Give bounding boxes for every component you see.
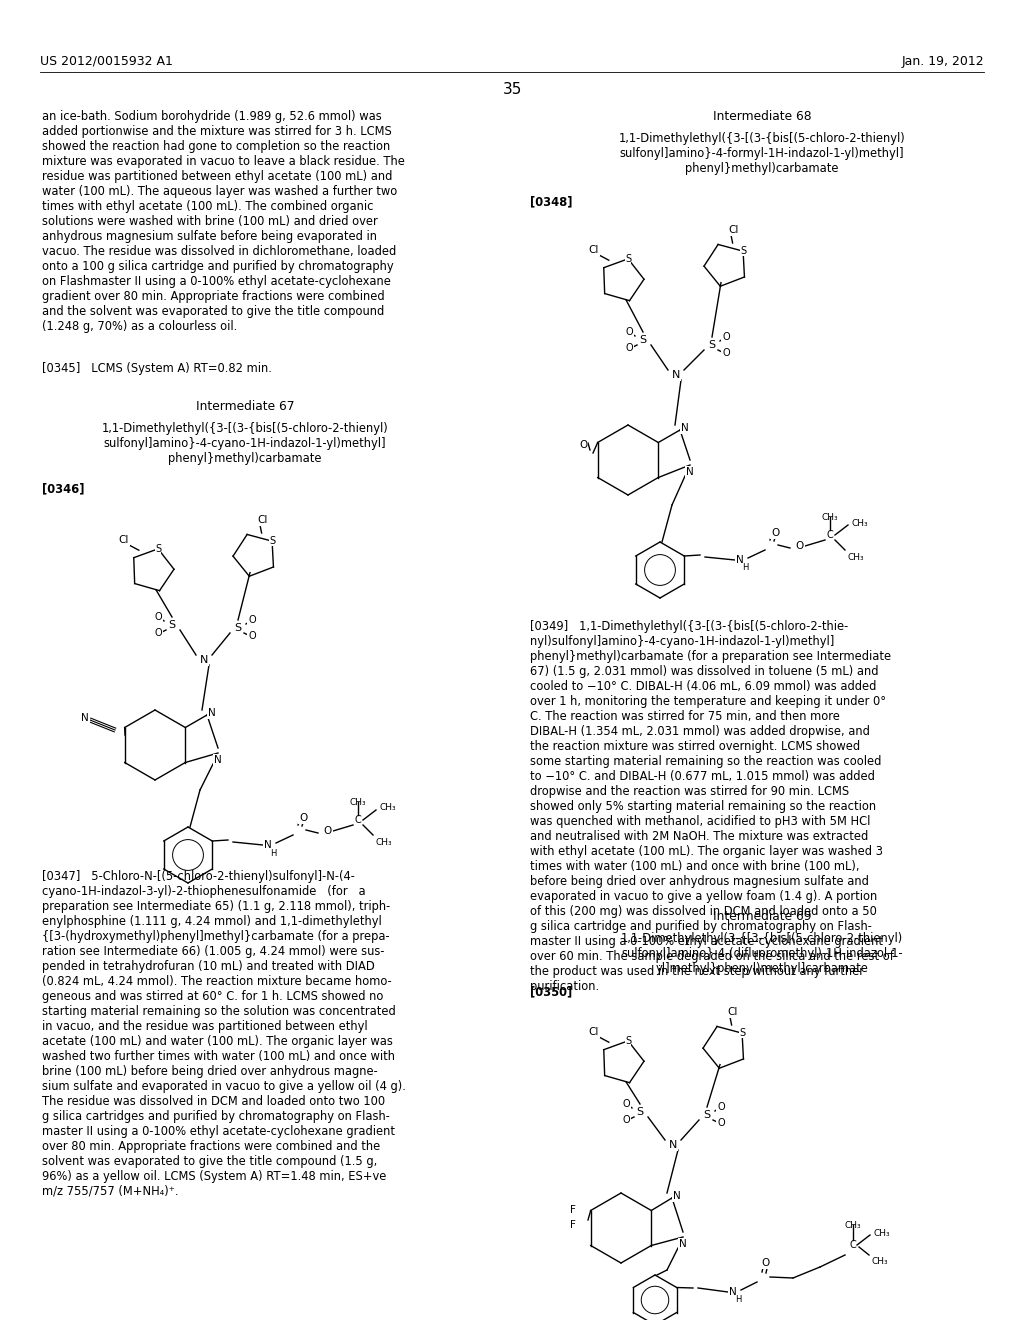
Text: S: S xyxy=(625,253,631,264)
Text: N: N xyxy=(736,554,743,565)
Text: O: O xyxy=(155,612,162,622)
Text: O: O xyxy=(626,343,633,352)
Text: Cl: Cl xyxy=(119,535,129,545)
Text: N: N xyxy=(686,467,694,477)
Text: Cl: Cl xyxy=(258,515,268,525)
Text: N: N xyxy=(214,755,222,766)
Text: O: O xyxy=(717,1102,725,1111)
Text: O: O xyxy=(623,1100,630,1109)
Text: O: O xyxy=(796,541,804,550)
Text: O: O xyxy=(717,1118,725,1129)
Text: N: N xyxy=(81,713,89,723)
Text: O: O xyxy=(722,348,730,358)
Text: Intermediate 67: Intermediate 67 xyxy=(196,400,294,413)
Text: N: N xyxy=(679,1239,687,1249)
Text: [0345]   LCMS (System A) RT=0.82 min.: [0345] LCMS (System A) RT=0.82 min. xyxy=(42,362,272,375)
Text: CH₃: CH₃ xyxy=(380,804,396,813)
Text: [0347]   5-Chloro-N-[(5-chloro-2-thienyl)sulfonyl]-N-(4-
cyano-1H-indazol-3-yl)-: [0347] 5-Chloro-N-[(5-chloro-2-thienyl)s… xyxy=(42,870,406,1199)
Text: Cl: Cl xyxy=(728,1007,738,1016)
Text: S: S xyxy=(637,1107,643,1117)
Text: 1,1-Dimethylethyl({3-[(3-{bis[(5-chloro-2-thienyl)
sulfonyl]amino}-4-formyl-1H-i: 1,1-Dimethylethyl({3-[(3-{bis[(5-chloro-… xyxy=(618,132,905,176)
Text: H: H xyxy=(269,849,276,858)
Text: CH₃: CH₃ xyxy=(873,1229,890,1238)
Text: Cl: Cl xyxy=(589,246,599,255)
Text: S: S xyxy=(740,246,746,256)
Text: S: S xyxy=(234,623,242,634)
Text: F: F xyxy=(570,1205,575,1214)
Text: C: C xyxy=(354,814,361,825)
Text: H: H xyxy=(735,1295,741,1304)
Text: S: S xyxy=(168,620,175,630)
Text: N: N xyxy=(264,840,272,850)
Text: CH₃: CH₃ xyxy=(821,513,839,521)
Text: N: N xyxy=(669,1140,677,1150)
Text: S: S xyxy=(269,536,275,546)
Text: S: S xyxy=(155,544,161,554)
Text: O: O xyxy=(771,528,779,539)
Text: Cl: Cl xyxy=(729,224,739,235)
Text: [0350]: [0350] xyxy=(530,985,572,998)
Text: CH₃: CH₃ xyxy=(349,799,367,807)
Text: Jan. 19, 2012: Jan. 19, 2012 xyxy=(901,55,984,69)
Text: CH₃: CH₃ xyxy=(845,1221,861,1230)
Text: O: O xyxy=(623,1115,630,1125)
Text: C: C xyxy=(826,531,834,540)
Text: S: S xyxy=(625,1036,631,1045)
Text: O: O xyxy=(155,628,162,638)
Text: [0349]   1,1-Dimethylethyl({3-[(3-{bis[(5-chloro-2-thie-
nyl)sulfonyl]amino}-4-c: [0349] 1,1-Dimethylethyl({3-[(3-{bis[(5-… xyxy=(530,620,894,993)
Text: O: O xyxy=(324,826,332,836)
Text: O: O xyxy=(579,440,587,450)
Text: N: N xyxy=(729,1287,737,1298)
Text: O: O xyxy=(248,631,256,642)
Text: CH₃: CH₃ xyxy=(848,553,864,562)
Text: Intermediate 69: Intermediate 69 xyxy=(713,909,811,923)
Text: O: O xyxy=(626,327,633,337)
Text: H: H xyxy=(741,564,749,573)
Text: Intermediate 68: Intermediate 68 xyxy=(713,110,811,123)
Text: CH₃: CH₃ xyxy=(376,838,392,847)
Text: N: N xyxy=(672,370,680,380)
Text: S: S xyxy=(709,341,716,350)
Text: Cl: Cl xyxy=(589,1027,599,1038)
Text: CH₃: CH₃ xyxy=(872,1257,889,1266)
Text: 1,1-Dimethylethyl({3-[(3-{bis[(5-chloro-2-thienyl)
sulfonyl]amino}-4-cyano-1H-in: 1,1-Dimethylethyl({3-[(3-{bis[(5-chloro-… xyxy=(101,422,388,465)
Text: S: S xyxy=(703,1110,711,1119)
Text: N: N xyxy=(200,655,208,665)
Text: 35: 35 xyxy=(503,82,521,96)
Text: S: S xyxy=(739,1028,745,1038)
Text: an ice-bath. Sodium borohydride (1.989 g, 52.6 mmol) was
added portionwise and t: an ice-bath. Sodium borohydride (1.989 g… xyxy=(42,110,404,333)
Text: CH₃: CH₃ xyxy=(852,519,868,528)
Text: [0346]: [0346] xyxy=(42,482,85,495)
Text: N: N xyxy=(681,422,689,433)
Text: O: O xyxy=(722,333,730,342)
Text: O: O xyxy=(248,615,256,624)
Text: N: N xyxy=(673,1191,681,1201)
Text: [0348]: [0348] xyxy=(530,195,572,209)
Text: 1,1-Dimethylethyl(3-{[3-{bis[(5-chloro-2-thienyl)
sulfonyl]amino}-4-(difluoromet: 1,1-Dimethylethyl(3-{[3-{bis[(5-chloro-2… xyxy=(621,932,903,975)
Text: S: S xyxy=(639,335,646,345)
Text: O: O xyxy=(761,1258,769,1269)
Text: N: N xyxy=(208,708,216,718)
Text: C: C xyxy=(850,1239,856,1250)
Text: F: F xyxy=(570,1220,575,1230)
Text: US 2012/0015932 A1: US 2012/0015932 A1 xyxy=(40,55,173,69)
Text: O: O xyxy=(299,813,307,822)
